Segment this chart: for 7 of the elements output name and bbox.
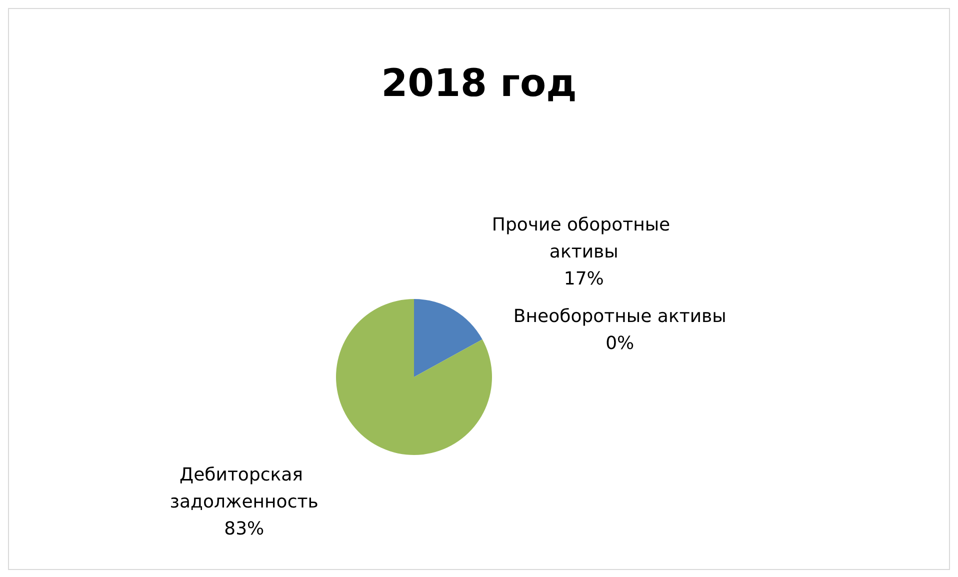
data-label: 83%: [224, 518, 264, 540]
data-label: 17%: [564, 268, 604, 290]
text: 0%: [606, 332, 634, 354]
slice-label: Прочие оборотные активы: [492, 214, 676, 263]
chart-title: 2018 год: [381, 61, 577, 105]
category-label: Внеоборотные активы: [513, 306, 726, 327]
slice-label: Дебиторская задолженность: [170, 464, 318, 512]
